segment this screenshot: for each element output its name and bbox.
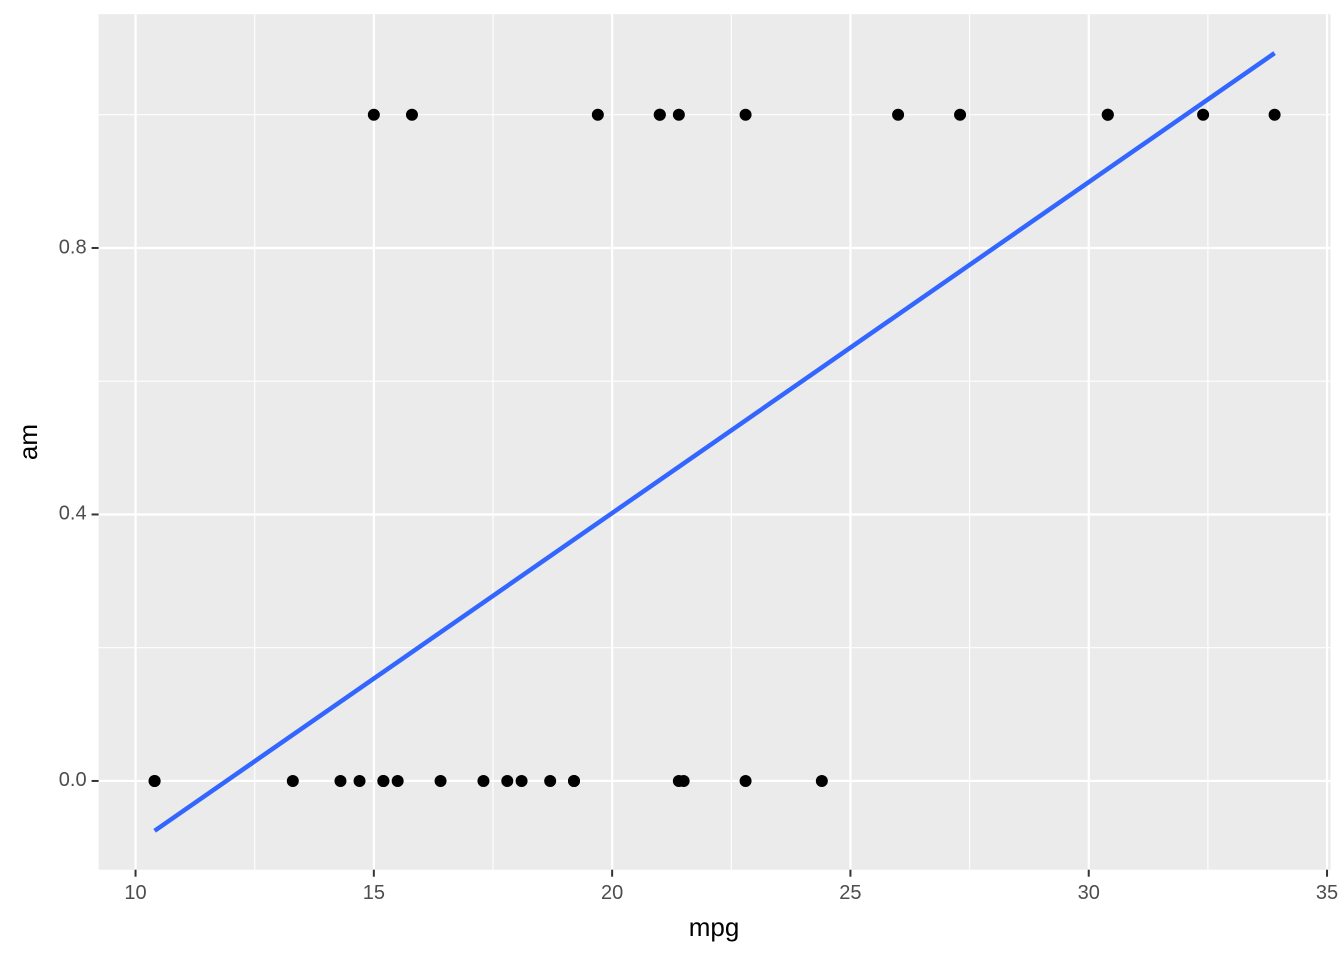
y-tick-label: 0.0: [59, 769, 87, 791]
point: [391, 774, 404, 787]
y-tick-label: 0.4: [59, 503, 87, 525]
point: [568, 774, 581, 787]
y-tick-label: 0.8: [59, 236, 87, 258]
point: [672, 108, 685, 121]
point: [739, 108, 752, 121]
point: [1268, 108, 1281, 121]
point: [405, 108, 418, 121]
point: [815, 774, 828, 787]
point: [544, 774, 557, 787]
y-axis-title: am: [13, 424, 43, 460]
x-axis-title: mpg: [689, 912, 740, 942]
x-tick-label: 35: [1316, 882, 1338, 904]
point: [434, 774, 447, 787]
point: [591, 108, 604, 121]
point: [1197, 108, 1210, 121]
point: [367, 108, 380, 121]
point: [334, 774, 347, 787]
x-tick-label: 25: [839, 882, 861, 904]
x-tick-label: 30: [1078, 882, 1100, 904]
point: [515, 774, 528, 787]
point: [739, 774, 752, 787]
point: [477, 774, 490, 787]
point: [677, 774, 690, 787]
point: [353, 774, 366, 787]
x-tick-label: 10: [124, 882, 146, 904]
point: [892, 108, 905, 121]
point: [501, 774, 514, 787]
point: [1101, 108, 1114, 121]
point: [148, 774, 161, 787]
point: [377, 774, 390, 787]
x-tick-label: 15: [363, 882, 385, 904]
x-tick-label: 20: [601, 882, 623, 904]
point: [954, 108, 967, 121]
point: [286, 774, 299, 787]
point: [653, 108, 666, 121]
trend-line: [153, 51, 1276, 833]
